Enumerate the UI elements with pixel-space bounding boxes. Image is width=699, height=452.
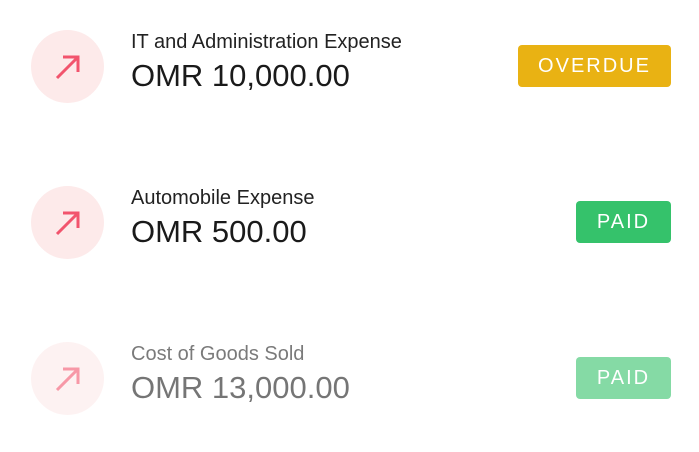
- arrow-up-right-icon: [55, 211, 79, 235]
- transaction-row[interactable]: IT and Administration Expense OMR 10,000…: [0, 30, 699, 140]
- transaction-title: Cost of Goods Sold: [131, 343, 305, 365]
- transaction-row[interactable]: Automobile Expense OMR 500.00 PAID: [0, 186, 699, 296]
- transaction-title: IT and Administration Expense: [131, 31, 402, 53]
- status-badge: PAID: [576, 201, 671, 243]
- arrow-up-right-icon: [55, 55, 79, 79]
- transaction-row[interactable]: Cost of Goods Sold OMR 13,000.00 PAID: [0, 342, 699, 452]
- status-badge: PAID: [576, 357, 671, 399]
- expense-icon-circle: [31, 30, 104, 103]
- transaction-amount: OMR 500.00: [131, 214, 307, 249]
- transaction-amount: OMR 13,000.00: [131, 370, 350, 405]
- transaction-amount: OMR 10,000.00: [131, 58, 350, 93]
- transaction-title: Automobile Expense: [131, 187, 315, 209]
- status-badge: OVERDUE: [518, 45, 671, 87]
- expense-icon-circle: [31, 342, 104, 415]
- expense-icon-circle: [31, 186, 104, 259]
- arrow-up-right-icon: [55, 367, 79, 391]
